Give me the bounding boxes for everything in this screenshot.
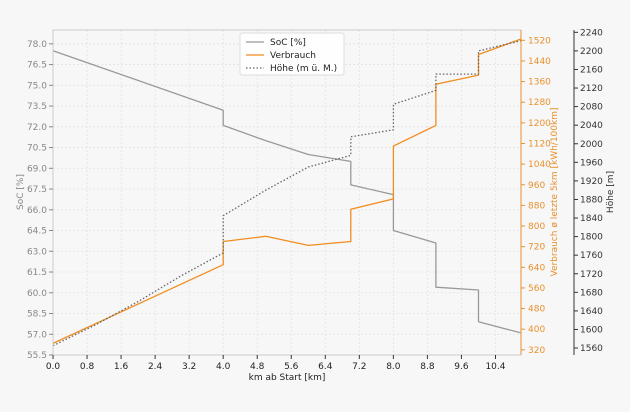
legend-label-soc: SoC [%] bbox=[270, 38, 306, 48]
y-tick-label-right1: 1040 bbox=[528, 160, 551, 170]
x-tick-label: 7.2 bbox=[352, 362, 366, 372]
x-tick-label: 2.4 bbox=[148, 362, 163, 372]
y-tick-label-right2: 1720 bbox=[580, 270, 603, 280]
y-tick-label-right1: 880 bbox=[528, 201, 545, 211]
y-axis-label-right2: Höhe [m] bbox=[606, 171, 616, 213]
y-tick-label-right2: 2200 bbox=[580, 47, 603, 57]
y-tick-label-right1: 640 bbox=[528, 263, 545, 273]
y-tick-label-right2: 1560 bbox=[580, 344, 603, 354]
y-tick-label-right2: 1800 bbox=[580, 233, 603, 243]
y-tick-label-right1: 1280 bbox=[528, 98, 551, 108]
y-tick-label-right1: 320 bbox=[528, 346, 545, 356]
y-tick-label-right2: 1600 bbox=[580, 325, 603, 335]
x-axis-label: km ab Start [km] bbox=[249, 373, 326, 383]
series-line-verbrauch bbox=[52, 38, 522, 344]
y-tick-label-right2: 1840 bbox=[580, 214, 603, 224]
y-tick-label-right2: 2240 bbox=[580, 28, 603, 38]
legend-label-verbrauch: Verbrauch bbox=[270, 51, 316, 61]
y-tick-label-right1: 560 bbox=[528, 284, 545, 294]
y-axis-label-right1: Verbrauch ø letzte 5km [kWh/100km] bbox=[550, 107, 560, 276]
y-axis-label-left: SoC [%] bbox=[16, 174, 26, 210]
legend: SoC [%] Verbrauch Höhe (m ü. M.) bbox=[239, 32, 345, 76]
y-tick-label-right2: 1960 bbox=[580, 158, 603, 168]
x-tick-label: 1.6 bbox=[114, 362, 129, 372]
y-tick-label-right1: 1360 bbox=[528, 78, 551, 88]
y-tick-label-left: 57.0 bbox=[27, 330, 47, 340]
x-tick-label: 6.4 bbox=[318, 362, 333, 372]
y-tick-label-right1: 1520 bbox=[528, 36, 551, 46]
y-tick-label-left: 69.0 bbox=[27, 164, 47, 174]
y-tick-label-right2: 1640 bbox=[580, 307, 603, 317]
y-tick-label-left: 58.5 bbox=[27, 310, 47, 320]
y-tick-label-right2: 2160 bbox=[580, 65, 603, 75]
y-tick-label-left: 76.5 bbox=[27, 61, 47, 71]
x-tick-label: 8.8 bbox=[420, 362, 435, 372]
x-tick-label: 4.8 bbox=[250, 362, 265, 372]
series-line-soc bbox=[52, 50, 522, 334]
series-line-hoehe bbox=[52, 40, 522, 347]
x-tick-label: 10.4 bbox=[485, 362, 505, 372]
y-tick-label-right2: 2040 bbox=[580, 121, 603, 131]
x-tick-label: 8.0 bbox=[386, 362, 401, 372]
series-layer bbox=[52, 38, 522, 347]
axes: 0.0 0.8 1.6 2.4 3.2 4.0 4.8 5.6 6.4 7.2 8.0 8.8 9.6 1… bbox=[27, 28, 603, 372]
y-tick-label-right1: 1120 bbox=[528, 139, 551, 149]
y-tick-label-right2: 1920 bbox=[580, 177, 603, 187]
y-tick-label-right2: 2080 bbox=[580, 103, 603, 113]
y-tick-label-right2: 2120 bbox=[580, 84, 603, 94]
x-tick-label: 4.0 bbox=[216, 362, 231, 372]
y-tick-label-right2: 1880 bbox=[580, 195, 603, 205]
y-tick-label-left: 64.5 bbox=[27, 227, 47, 237]
y-tick-label-right1: 960 bbox=[528, 181, 545, 191]
grid bbox=[52, 30, 521, 356]
legend-label-hoehe: Höhe (m ü. M.) bbox=[270, 64, 337, 74]
y-tick-label-left: 72.0 bbox=[27, 123, 47, 133]
y-tick-label-right1: 1200 bbox=[528, 119, 551, 129]
y-tick-label-left: 73.5 bbox=[27, 102, 47, 112]
y-tick-label-left: 70.5 bbox=[27, 144, 47, 154]
y-tick-label-right1: 1440 bbox=[528, 57, 551, 67]
y-tick-label-right1: 800 bbox=[528, 222, 545, 232]
y-tick-label-left: 61.5 bbox=[27, 268, 47, 278]
x-tick-label: 0.0 bbox=[46, 362, 61, 372]
x-tick-label: 0.8 bbox=[80, 362, 95, 372]
legend-box bbox=[239, 32, 345, 76]
y-tick-label-left: 63.0 bbox=[27, 247, 47, 257]
x-tick-label: 9.6 bbox=[454, 362, 469, 372]
x-tick-label: 3.2 bbox=[182, 362, 196, 372]
y-tick-label-left: 67.5 bbox=[27, 185, 47, 195]
x-tick-label: 5.6 bbox=[284, 362, 299, 372]
y-tick-label-right2: 1760 bbox=[580, 251, 603, 261]
y-tick-label-right1: 480 bbox=[528, 305, 545, 315]
plot-area bbox=[53, 30, 521, 355]
y-tick-label-left: 78.0 bbox=[27, 40, 47, 50]
y-tick-label-left: 55.5 bbox=[27, 351, 47, 361]
y-tick-label-left: 66.0 bbox=[27, 206, 47, 216]
y-tick-label-right1: 720 bbox=[528, 243, 545, 253]
y-tick-label-left: 75.0 bbox=[27, 81, 47, 91]
y-tick-label-right1: 400 bbox=[528, 325, 545, 335]
y-tick-label-right2: 1680 bbox=[580, 288, 603, 298]
y-tick-label-left: 60.0 bbox=[27, 289, 47, 299]
y-tick-label-right2: 2000 bbox=[580, 140, 603, 150]
